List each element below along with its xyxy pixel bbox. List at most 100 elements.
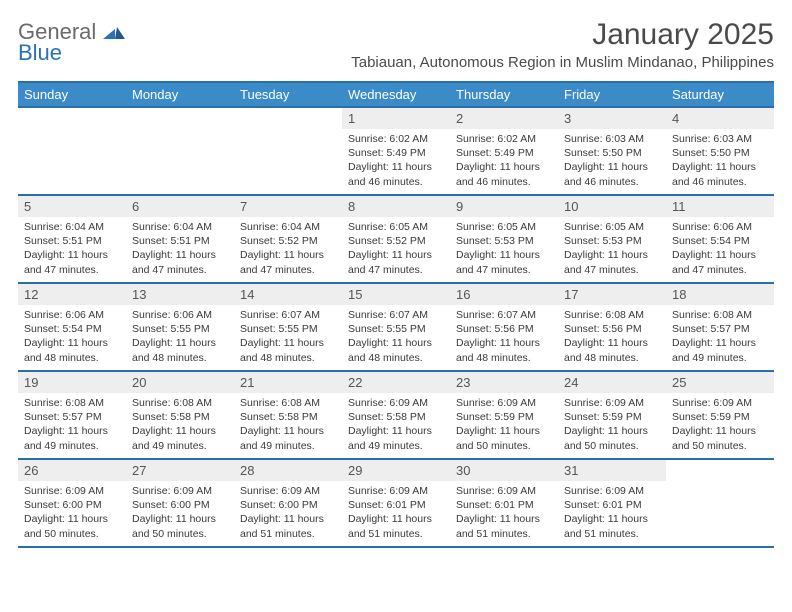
title-block: January 2025 Tabiauan, Autonomous Region… <box>351 18 774 71</box>
calendar-day-cell: 26Sunrise: 6:09 AMSunset: 6:00 PMDayligh… <box>18 459 126 547</box>
calendar-day-cell: 14Sunrise: 6:07 AMSunset: 5:55 PMDayligh… <box>234 283 342 371</box>
day-number: 5 <box>18 196 126 217</box>
calendar-day-cell: 30Sunrise: 6:09 AMSunset: 6:01 PMDayligh… <box>450 459 558 547</box>
calendar-day-cell: 13Sunrise: 6:06 AMSunset: 5:55 PMDayligh… <box>126 283 234 371</box>
day-number: 1 <box>342 108 450 129</box>
day-info: Sunrise: 6:07 AMSunset: 5:55 PMDaylight:… <box>342 305 450 369</box>
calendar-page: General Blue January 2025 Tabiauan, Auto… <box>0 0 792 548</box>
calendar-day-cell: 17Sunrise: 6:08 AMSunset: 5:56 PMDayligh… <box>558 283 666 371</box>
day-info: Sunrise: 6:08 AMSunset: 5:57 PMDaylight:… <box>666 305 774 369</box>
day-number: 16 <box>450 284 558 305</box>
brand-mark-icon <box>103 26 125 43</box>
day-info: Sunrise: 6:09 AMSunset: 5:59 PMDaylight:… <box>666 393 774 457</box>
day-number: 20 <box>126 372 234 393</box>
day-number: 21 <box>234 372 342 393</box>
day-info: Sunrise: 6:04 AMSunset: 5:51 PMDaylight:… <box>18 217 126 281</box>
calendar-day-cell: 11Sunrise: 6:06 AMSunset: 5:54 PMDayligh… <box>666 195 774 283</box>
day-number: 7 <box>234 196 342 217</box>
day-info: Sunrise: 6:05 AMSunset: 5:52 PMDaylight:… <box>342 217 450 281</box>
calendar-day-cell <box>126 107 234 195</box>
day-number: 12 <box>18 284 126 305</box>
day-number: 10 <box>558 196 666 217</box>
brand-part2: Blue <box>18 43 125 64</box>
calendar-day-cell: 24Sunrise: 6:09 AMSunset: 5:59 PMDayligh… <box>558 371 666 459</box>
day-info: Sunrise: 6:06 AMSunset: 5:54 PMDaylight:… <box>666 217 774 281</box>
day-number: 14 <box>234 284 342 305</box>
brand-logo: General Blue <box>18 22 125 64</box>
day-info: Sunrise: 6:09 AMSunset: 5:59 PMDaylight:… <box>558 393 666 457</box>
calendar-week-row: 12Sunrise: 6:06 AMSunset: 5:54 PMDayligh… <box>18 283 774 371</box>
calendar-week-row: 19Sunrise: 6:08 AMSunset: 5:57 PMDayligh… <box>18 371 774 459</box>
weekday-header: Wednesday <box>342 82 450 107</box>
header: General Blue January 2025 Tabiauan, Auto… <box>18 18 774 71</box>
calendar-week-row: 26Sunrise: 6:09 AMSunset: 6:00 PMDayligh… <box>18 459 774 547</box>
day-number: 8 <box>342 196 450 217</box>
day-number: 28 <box>234 460 342 481</box>
calendar-day-cell: 29Sunrise: 6:09 AMSunset: 6:01 PMDayligh… <box>342 459 450 547</box>
day-number: 2 <box>450 108 558 129</box>
day-info: Sunrise: 6:07 AMSunset: 5:56 PMDaylight:… <box>450 305 558 369</box>
weekday-header: Thursday <box>450 82 558 107</box>
calendar-day-cell: 15Sunrise: 6:07 AMSunset: 5:55 PMDayligh… <box>342 283 450 371</box>
day-number: 22 <box>342 372 450 393</box>
day-number: 24 <box>558 372 666 393</box>
calendar-day-cell <box>234 107 342 195</box>
calendar-day-cell: 23Sunrise: 6:09 AMSunset: 5:59 PMDayligh… <box>450 371 558 459</box>
calendar-day-cell: 12Sunrise: 6:06 AMSunset: 5:54 PMDayligh… <box>18 283 126 371</box>
calendar-day-cell: 16Sunrise: 6:07 AMSunset: 5:56 PMDayligh… <box>450 283 558 371</box>
day-info: Sunrise: 6:09 AMSunset: 5:58 PMDaylight:… <box>342 393 450 457</box>
day-number: 26 <box>18 460 126 481</box>
day-info: Sunrise: 6:08 AMSunset: 5:58 PMDaylight:… <box>234 393 342 457</box>
day-info: Sunrise: 6:09 AMSunset: 6:00 PMDaylight:… <box>234 481 342 545</box>
calendar-day-cell: 21Sunrise: 6:08 AMSunset: 5:58 PMDayligh… <box>234 371 342 459</box>
day-number: 6 <box>126 196 234 217</box>
day-number: 11 <box>666 196 774 217</box>
day-info: Sunrise: 6:08 AMSunset: 5:57 PMDaylight:… <box>18 393 126 457</box>
calendar-day-cell: 22Sunrise: 6:09 AMSunset: 5:58 PMDayligh… <box>342 371 450 459</box>
day-info: Sunrise: 6:09 AMSunset: 6:00 PMDaylight:… <box>18 481 126 545</box>
day-info: Sunrise: 6:02 AMSunset: 5:49 PMDaylight:… <box>342 129 450 193</box>
weekday-header: Saturday <box>666 82 774 107</box>
weekday-header: Sunday <box>18 82 126 107</box>
calendar-day-cell: 25Sunrise: 6:09 AMSunset: 5:59 PMDayligh… <box>666 371 774 459</box>
day-number: 18 <box>666 284 774 305</box>
day-info: Sunrise: 6:06 AMSunset: 5:54 PMDaylight:… <box>18 305 126 369</box>
day-info: Sunrise: 6:09 AMSunset: 6:00 PMDaylight:… <box>126 481 234 545</box>
day-info: Sunrise: 6:07 AMSunset: 5:55 PMDaylight:… <box>234 305 342 369</box>
day-info: Sunrise: 6:08 AMSunset: 5:58 PMDaylight:… <box>126 393 234 457</box>
day-number: 30 <box>450 460 558 481</box>
calendar-day-cell <box>666 459 774 547</box>
day-info: Sunrise: 6:09 AMSunset: 6:01 PMDaylight:… <box>450 481 558 545</box>
weekday-header: Tuesday <box>234 82 342 107</box>
day-info: Sunrise: 6:05 AMSunset: 5:53 PMDaylight:… <box>558 217 666 281</box>
day-number: 4 <box>666 108 774 129</box>
day-info: Sunrise: 6:05 AMSunset: 5:53 PMDaylight:… <box>450 217 558 281</box>
day-number: 27 <box>126 460 234 481</box>
calendar-day-cell: 19Sunrise: 6:08 AMSunset: 5:57 PMDayligh… <box>18 371 126 459</box>
calendar-day-cell: 2Sunrise: 6:02 AMSunset: 5:49 PMDaylight… <box>450 107 558 195</box>
calendar-day-cell: 6Sunrise: 6:04 AMSunset: 5:51 PMDaylight… <box>126 195 234 283</box>
day-number: 13 <box>126 284 234 305</box>
day-number: 3 <box>558 108 666 129</box>
calendar-day-cell: 27Sunrise: 6:09 AMSunset: 6:00 PMDayligh… <box>126 459 234 547</box>
day-info: Sunrise: 6:03 AMSunset: 5:50 PMDaylight:… <box>558 129 666 193</box>
calendar-day-cell: 20Sunrise: 6:08 AMSunset: 5:58 PMDayligh… <box>126 371 234 459</box>
calendar-day-cell: 9Sunrise: 6:05 AMSunset: 5:53 PMDaylight… <box>450 195 558 283</box>
calendar-day-cell <box>18 107 126 195</box>
calendar-day-cell: 4Sunrise: 6:03 AMSunset: 5:50 PMDaylight… <box>666 107 774 195</box>
day-number: 15 <box>342 284 450 305</box>
day-info: Sunrise: 6:09 AMSunset: 6:01 PMDaylight:… <box>342 481 450 545</box>
calendar-day-cell: 8Sunrise: 6:05 AMSunset: 5:52 PMDaylight… <box>342 195 450 283</box>
calendar-day-cell: 18Sunrise: 6:08 AMSunset: 5:57 PMDayligh… <box>666 283 774 371</box>
day-info: Sunrise: 6:09 AMSunset: 6:01 PMDaylight:… <box>558 481 666 545</box>
day-info: Sunrise: 6:04 AMSunset: 5:51 PMDaylight:… <box>126 217 234 281</box>
calendar-day-cell: 5Sunrise: 6:04 AMSunset: 5:51 PMDaylight… <box>18 195 126 283</box>
day-number: 31 <box>558 460 666 481</box>
location-subtitle: Tabiauan, Autonomous Region in Muslim Mi… <box>351 54 774 71</box>
day-number: 23 <box>450 372 558 393</box>
day-number: 17 <box>558 284 666 305</box>
calendar-day-cell: 31Sunrise: 6:09 AMSunset: 6:01 PMDayligh… <box>558 459 666 547</box>
calendar-day-cell: 28Sunrise: 6:09 AMSunset: 6:00 PMDayligh… <box>234 459 342 547</box>
calendar-day-cell: 10Sunrise: 6:05 AMSunset: 5:53 PMDayligh… <box>558 195 666 283</box>
day-number: 25 <box>666 372 774 393</box>
